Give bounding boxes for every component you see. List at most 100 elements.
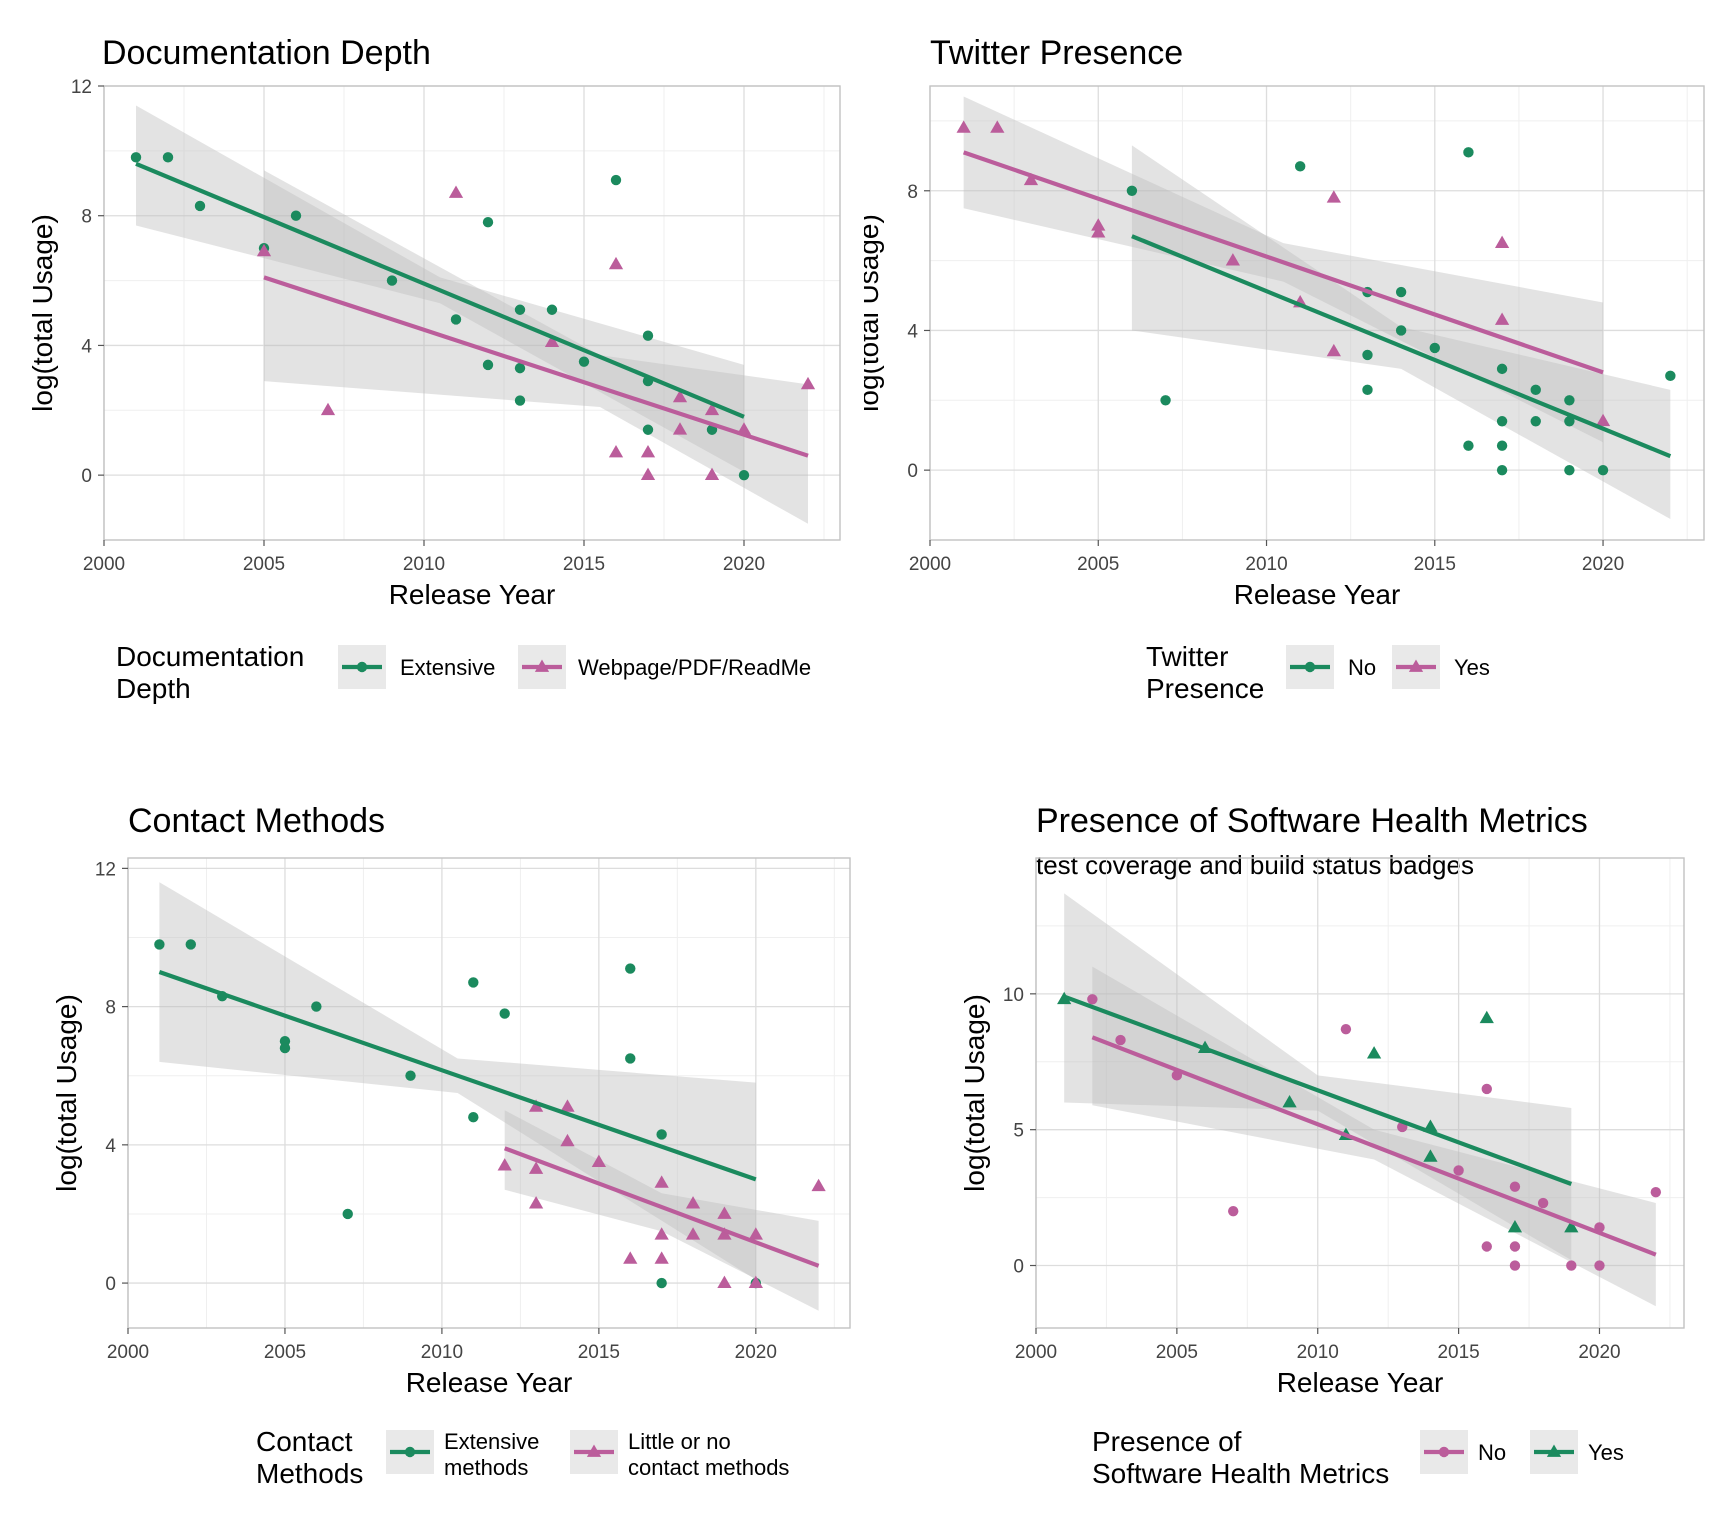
plot-border — [127, 857, 851, 1329]
trend-line-no — [1091, 1035, 1657, 1257]
data-point — [528, 1099, 544, 1112]
x-tick-label: 2010 — [1297, 1342, 1339, 1363]
data-point — [1479, 1010, 1494, 1024]
y-tick-label: 0 — [907, 461, 918, 482]
x-tick-label: 2005 — [1156, 1342, 1198, 1363]
x-tick-label: 2015 — [578, 1342, 620, 1363]
confidence-band-little-or-no-contact-methods — [504, 1110, 819, 1311]
y-tick-label: 10 — [1003, 985, 1024, 1006]
x-tick-label: 2020 — [1582, 554, 1624, 575]
legend-title: Methods — [256, 1458, 363, 1489]
data-point — [194, 200, 206, 212]
data-point — [1665, 370, 1676, 382]
legend-label: Yes — [1588, 1440, 1624, 1465]
data-point — [1453, 1165, 1464, 1176]
y-tick-label: 4 — [907, 321, 918, 342]
x-axis-label: Release Year — [1277, 1367, 1444, 1398]
data-point — [1160, 395, 1171, 406]
data-point — [656, 1129, 667, 1140]
data-point — [1228, 1205, 1239, 1217]
data-point — [1509, 1181, 1521, 1192]
data-point — [154, 939, 165, 950]
data-point — [162, 152, 174, 163]
data-point — [656, 1277, 667, 1289]
legend-label: Extensive — [400, 655, 495, 680]
y-tick-label: 0 — [105, 1274, 116, 1295]
data-point — [1023, 172, 1039, 186]
x-tick-label: 2015 — [1414, 554, 1456, 575]
chart-panel-software-health-metrics: Presence of Software Health Metrics test … — [864, 768, 1728, 1536]
data-point — [685, 1227, 701, 1240]
y-tick-label: 8 — [105, 998, 116, 1019]
x-tick-label: 2005 — [264, 1342, 306, 1363]
data-point — [704, 467, 720, 481]
data-point — [1530, 384, 1541, 396]
x-axis-label: Release Year — [406, 1367, 573, 1398]
data-point — [1564, 464, 1575, 476]
data-point — [185, 939, 196, 950]
data-point — [717, 1206, 732, 1219]
data-point — [450, 314, 462, 325]
data-point — [672, 389, 688, 403]
data-point — [514, 362, 526, 374]
x-tick-label: 2020 — [1578, 1342, 1620, 1363]
data-point — [1294, 161, 1306, 172]
series-points-extensive-methods — [154, 939, 762, 1289]
x-axis-label: Release Year — [389, 579, 556, 610]
legend-label: No — [1348, 655, 1376, 680]
data-point — [560, 1133, 575, 1147]
data-point — [342, 1208, 353, 1220]
data-point — [1537, 1197, 1549, 1209]
data-point — [623, 1251, 638, 1264]
legend-label: Little or no — [628, 1429, 731, 1454]
data-point — [672, 422, 688, 435]
trend-line-webpage-pdf-readme — [263, 275, 809, 458]
y-tick-label: 4 — [81, 336, 92, 357]
legend-label: contact methods — [628, 1455, 789, 1480]
data-point — [130, 152, 142, 163]
data-point — [405, 1070, 416, 1081]
series-points-little-or-no-contact-methods — [497, 1099, 826, 1288]
data-point — [386, 275, 398, 286]
data-point — [610, 174, 622, 186]
data-point — [1225, 253, 1240, 266]
data-point — [1340, 1023, 1352, 1035]
x-tick-label: 2015 — [563, 554, 605, 575]
x-tick-label: 2020 — [723, 554, 765, 575]
data-point — [1650, 1186, 1662, 1198]
data-point — [640, 467, 656, 481]
data-point — [528, 1196, 544, 1209]
x-tick-label: 2000 — [909, 554, 951, 575]
data-point — [1594, 1260, 1605, 1271]
data-point — [1496, 363, 1508, 375]
data-point — [1395, 286, 1407, 298]
data-point — [1395, 325, 1407, 336]
chart-title: Twitter Presence — [930, 34, 1183, 72]
data-point — [1509, 1241, 1521, 1252]
data-point — [311, 1001, 322, 1012]
data-point — [482, 359, 494, 371]
data-point — [1564, 416, 1575, 427]
legend-label: methods — [444, 1455, 528, 1480]
data-point — [625, 963, 636, 974]
data-point — [1564, 1219, 1579, 1233]
data-point — [591, 1154, 606, 1167]
data-point — [256, 243, 272, 257]
legend-title: Documentation — [116, 641, 304, 672]
chart-title: Presence of Software Health Metrics — [1036, 802, 1588, 840]
chart-svg-twitter-presence: Twitter Presence 2000 2005 2010 2015 2020 0 4 8 R… — [864, 34, 1705, 704]
data-point — [468, 1111, 479, 1123]
x-tick-label: 2010 — [403, 554, 445, 575]
x-tick-label: 2015 — [1437, 1342, 1479, 1363]
y-axis-label: log(total Usage) — [27, 214, 58, 412]
data-point — [1481, 1241, 1492, 1252]
legend-key-marker — [404, 1446, 416, 1458]
series-points-no — [1126, 147, 1676, 476]
data-point — [320, 402, 336, 416]
data-point — [1366, 1046, 1382, 1059]
x-tick-label: 2000 — [1015, 1342, 1057, 1363]
data-point — [811, 1178, 826, 1192]
x-tick-label: 2020 — [735, 1342, 777, 1363]
data-point — [608, 256, 624, 270]
